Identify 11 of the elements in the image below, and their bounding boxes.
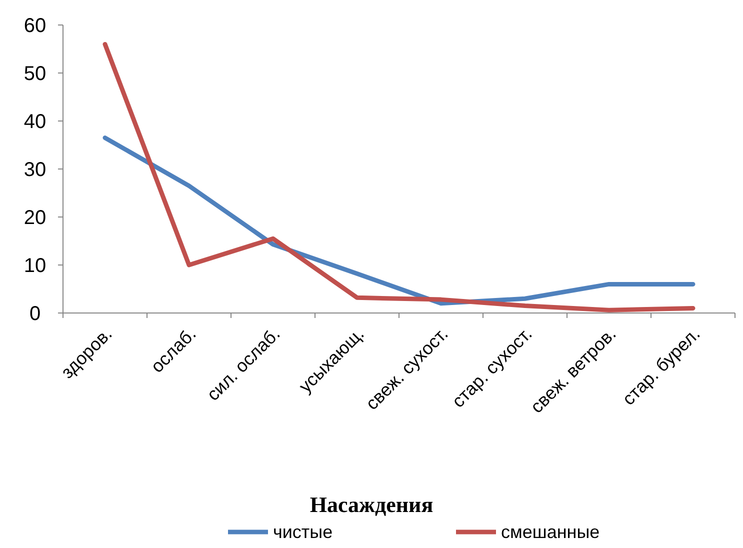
y-tick-label: 20 — [24, 207, 46, 229]
line-series — [102, 42, 696, 312]
legend-label: смешанные — [501, 522, 600, 542]
y-tick-label: 40 — [24, 111, 46, 133]
y-tick-label: 30 — [24, 159, 46, 181]
y-tick-label: 0 — [29, 303, 41, 325]
legend-label: чистые — [273, 522, 333, 542]
y-tick-label: 10 — [24, 255, 46, 277]
y-tick-label: 50 — [24, 63, 46, 85]
y-tick-label: 60 — [24, 15, 46, 37]
x-axis-title: Насаждения — [310, 492, 434, 517]
